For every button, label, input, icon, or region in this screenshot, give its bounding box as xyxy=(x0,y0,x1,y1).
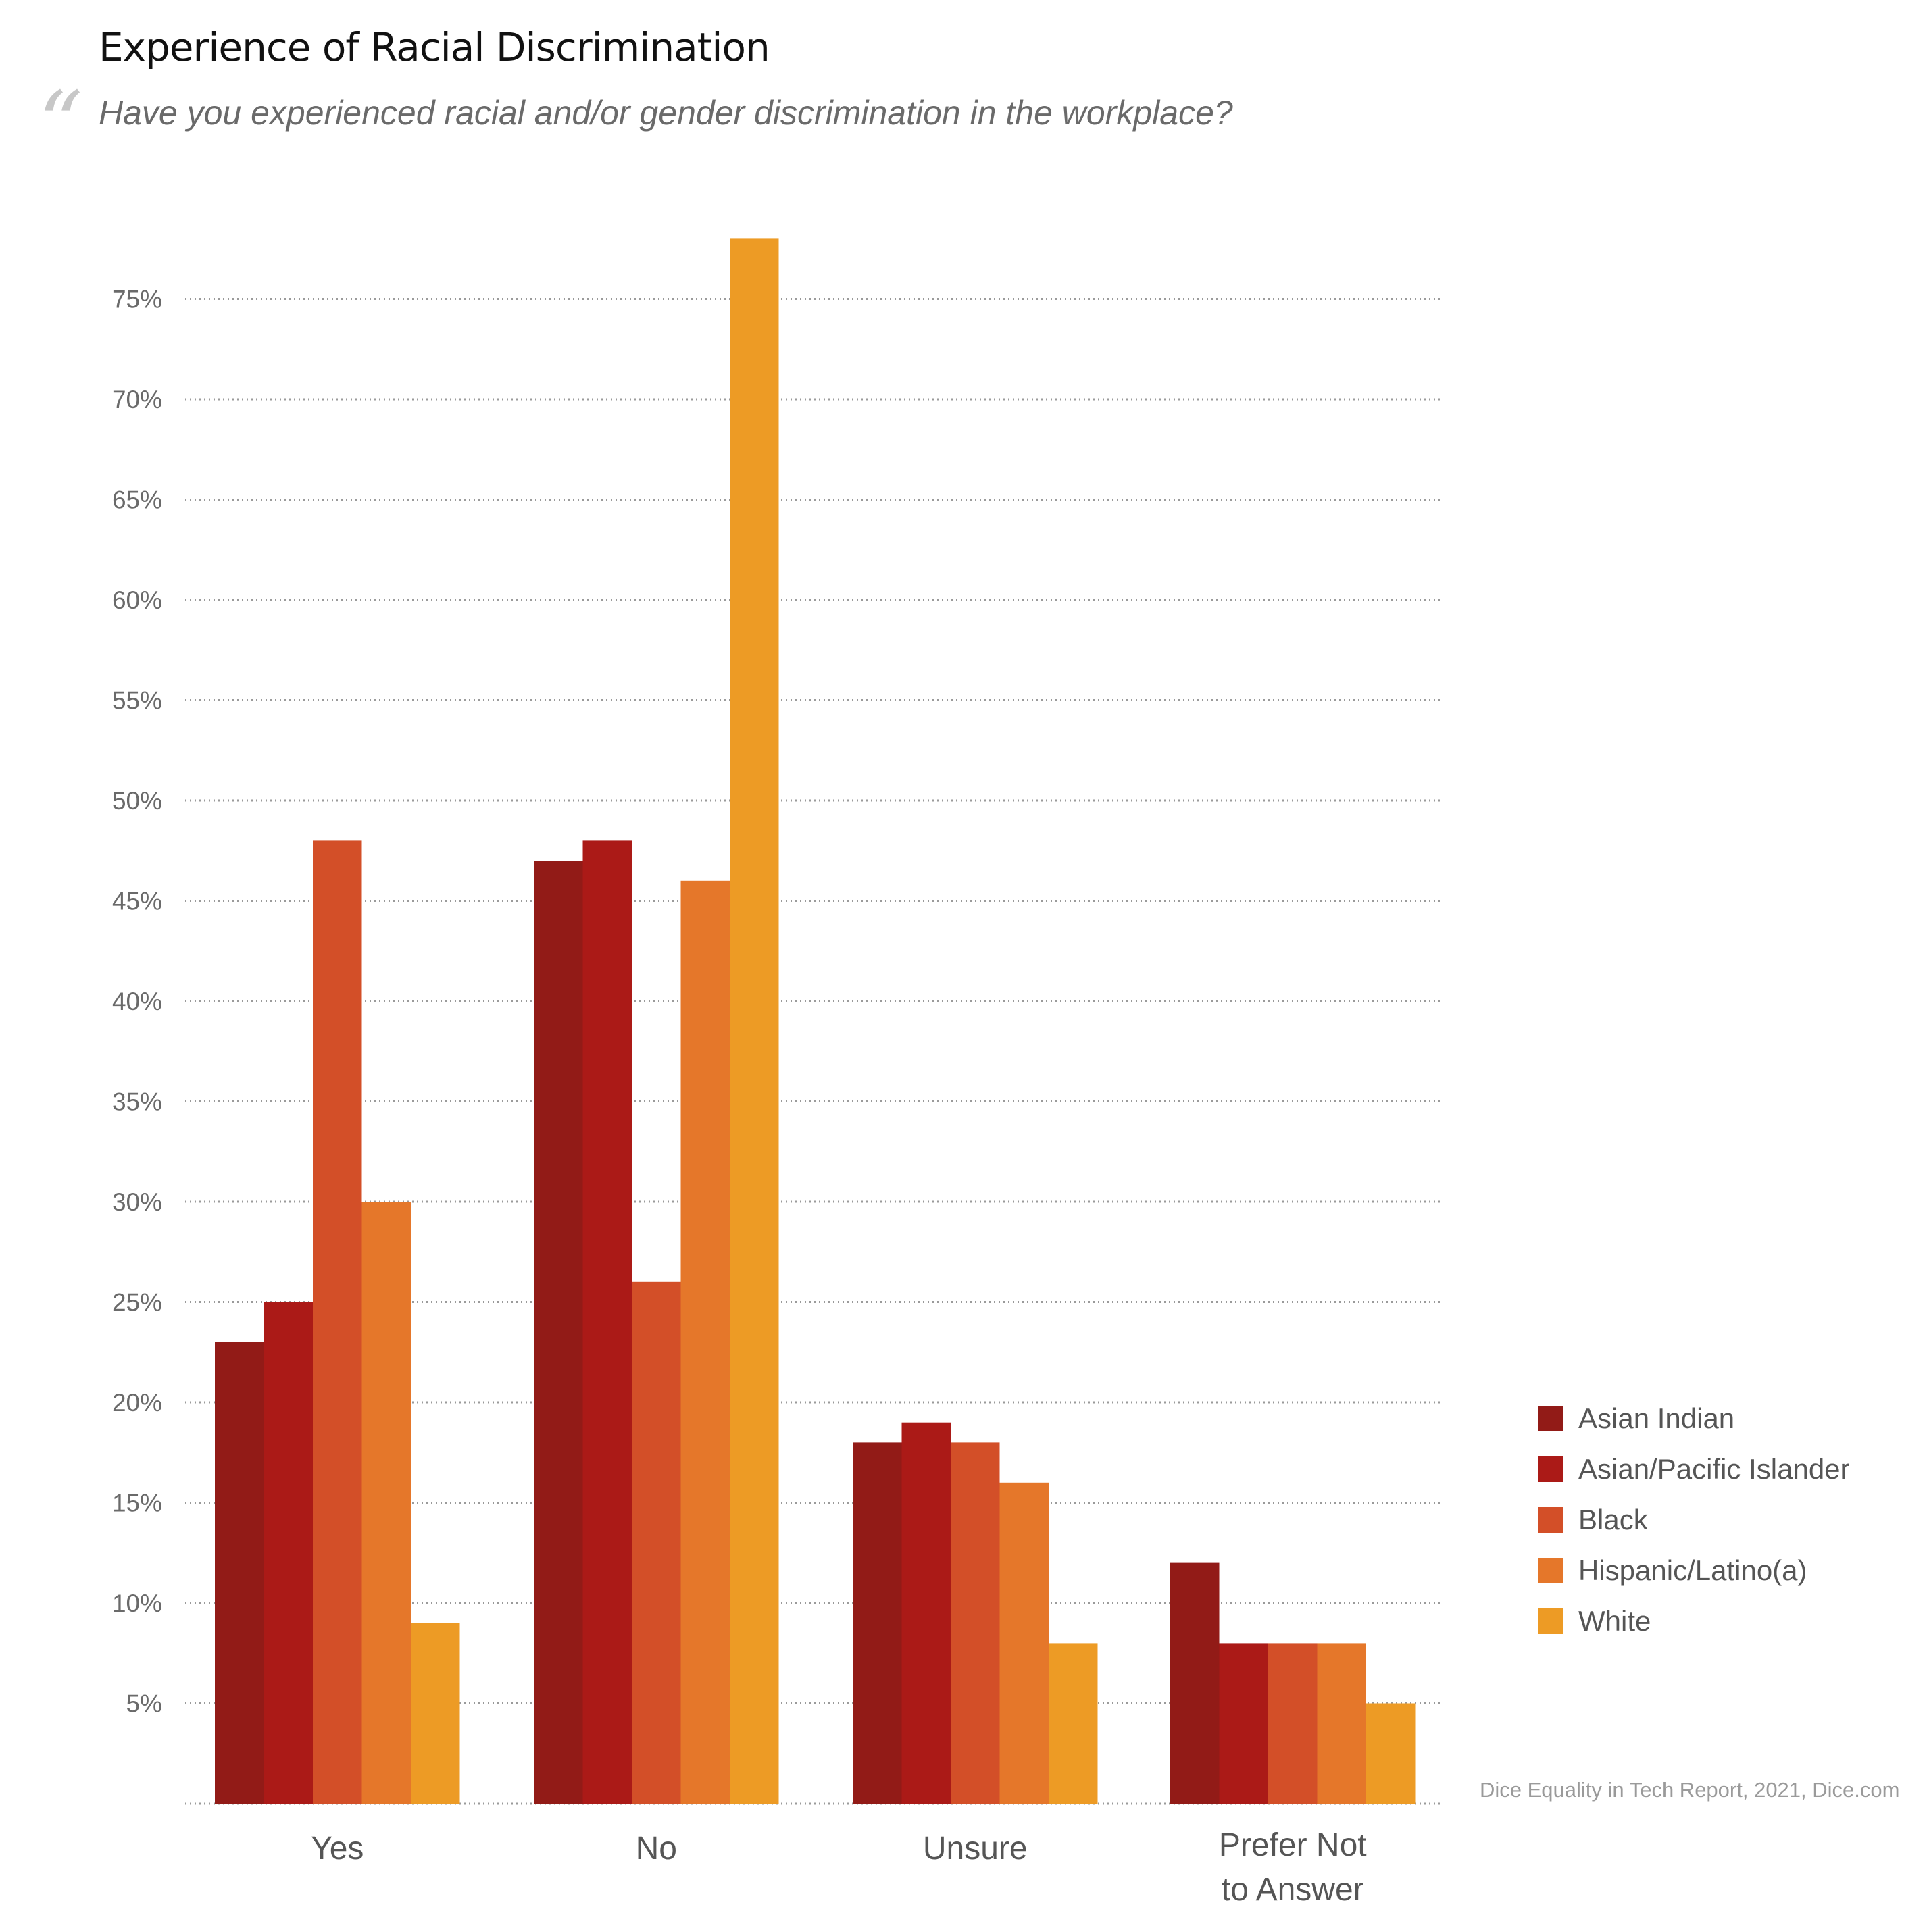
bar xyxy=(1049,1643,1098,1804)
bar xyxy=(1317,1643,1366,1804)
y-tick-label: 20% xyxy=(112,1389,162,1417)
legend-swatch xyxy=(1538,1405,1563,1431)
bar xyxy=(1366,1703,1416,1804)
bar xyxy=(313,840,362,1804)
y-tick-label: 50% xyxy=(112,787,162,815)
x-category-label: Unsure xyxy=(923,1831,1028,1866)
bar xyxy=(951,1442,1000,1804)
bar xyxy=(411,1623,460,1804)
x-category-label: No xyxy=(636,1831,677,1866)
y-tick-label: 40% xyxy=(112,988,162,1015)
legend-label: Hispanic/Latino(a) xyxy=(1578,1554,1807,1586)
legend-label: Asian/Pacific Islander xyxy=(1578,1452,1850,1485)
y-tick-label: 5% xyxy=(126,1690,162,1718)
x-category-label: Prefer Not to Answer xyxy=(1219,1827,1367,1908)
y-tick-label: 45% xyxy=(112,888,162,915)
bar xyxy=(730,238,779,1804)
source-note: Dice Equality in Tech Report, 2021, Dice… xyxy=(1480,1778,1900,1802)
bar xyxy=(1170,1562,1220,1804)
x-axis-categories: Yes No Unsure Prefer Not to Answer xyxy=(311,1827,1367,1908)
y-tick-label: 60% xyxy=(112,586,162,614)
y-tick-label: 55% xyxy=(112,687,162,715)
x-category-label: Yes xyxy=(311,1831,364,1866)
quote-icon: “ xyxy=(38,72,83,175)
legend-label: Black xyxy=(1578,1503,1648,1535)
bar xyxy=(361,1202,411,1804)
legend-swatch xyxy=(1538,1506,1563,1533)
bar xyxy=(680,880,730,1804)
y-axis-ticks: 5% 10% 15% 20% 25% 30% 35% 40% 45% 50% 55% 60% 65% 70… xyxy=(112,286,162,1718)
bars xyxy=(215,238,1416,1804)
bar xyxy=(582,840,632,1804)
y-tick-label: 30% xyxy=(112,1188,162,1216)
y-tick-label: 25% xyxy=(112,1289,162,1317)
bar xyxy=(264,1302,313,1804)
legend-label: Asian Indian xyxy=(1578,1402,1735,1434)
legend-item: Asian Indian xyxy=(1538,1393,1850,1444)
legend-item: Black xyxy=(1538,1494,1850,1545)
y-tick-label: 65% xyxy=(112,486,162,514)
legend-item: Asian/Pacific Islander xyxy=(1538,1444,1850,1494)
bar xyxy=(534,861,583,1804)
bar xyxy=(999,1482,1049,1804)
y-tick-label: 35% xyxy=(112,1088,162,1116)
legend-swatch xyxy=(1538,1608,1563,1634)
legend-item: Hispanic/Latino(a) xyxy=(1538,1545,1850,1596)
chart-subtitle: Have you experienced racial and/or gende… xyxy=(99,94,1233,132)
bar xyxy=(853,1442,902,1804)
y-tick-label: 75% xyxy=(112,286,162,313)
legend-item: White xyxy=(1538,1596,1850,1646)
chart-title: Experience of Racial Discrimination xyxy=(99,24,770,70)
legend-swatch xyxy=(1538,1557,1563,1583)
bar xyxy=(901,1422,951,1804)
y-tick-label: 15% xyxy=(112,1490,162,1517)
y-tick-label: 10% xyxy=(112,1590,162,1617)
bar xyxy=(1219,1643,1268,1804)
bar xyxy=(1268,1643,1318,1804)
legend-label: White xyxy=(1578,1604,1651,1637)
bar xyxy=(215,1342,264,1804)
legend: Asian Indian Asian/Pacific Islander Black H… xyxy=(1538,1393,1850,1646)
y-tick-label: 70% xyxy=(112,386,162,413)
legend-swatch xyxy=(1538,1456,1563,1482)
bar xyxy=(632,1281,681,1804)
